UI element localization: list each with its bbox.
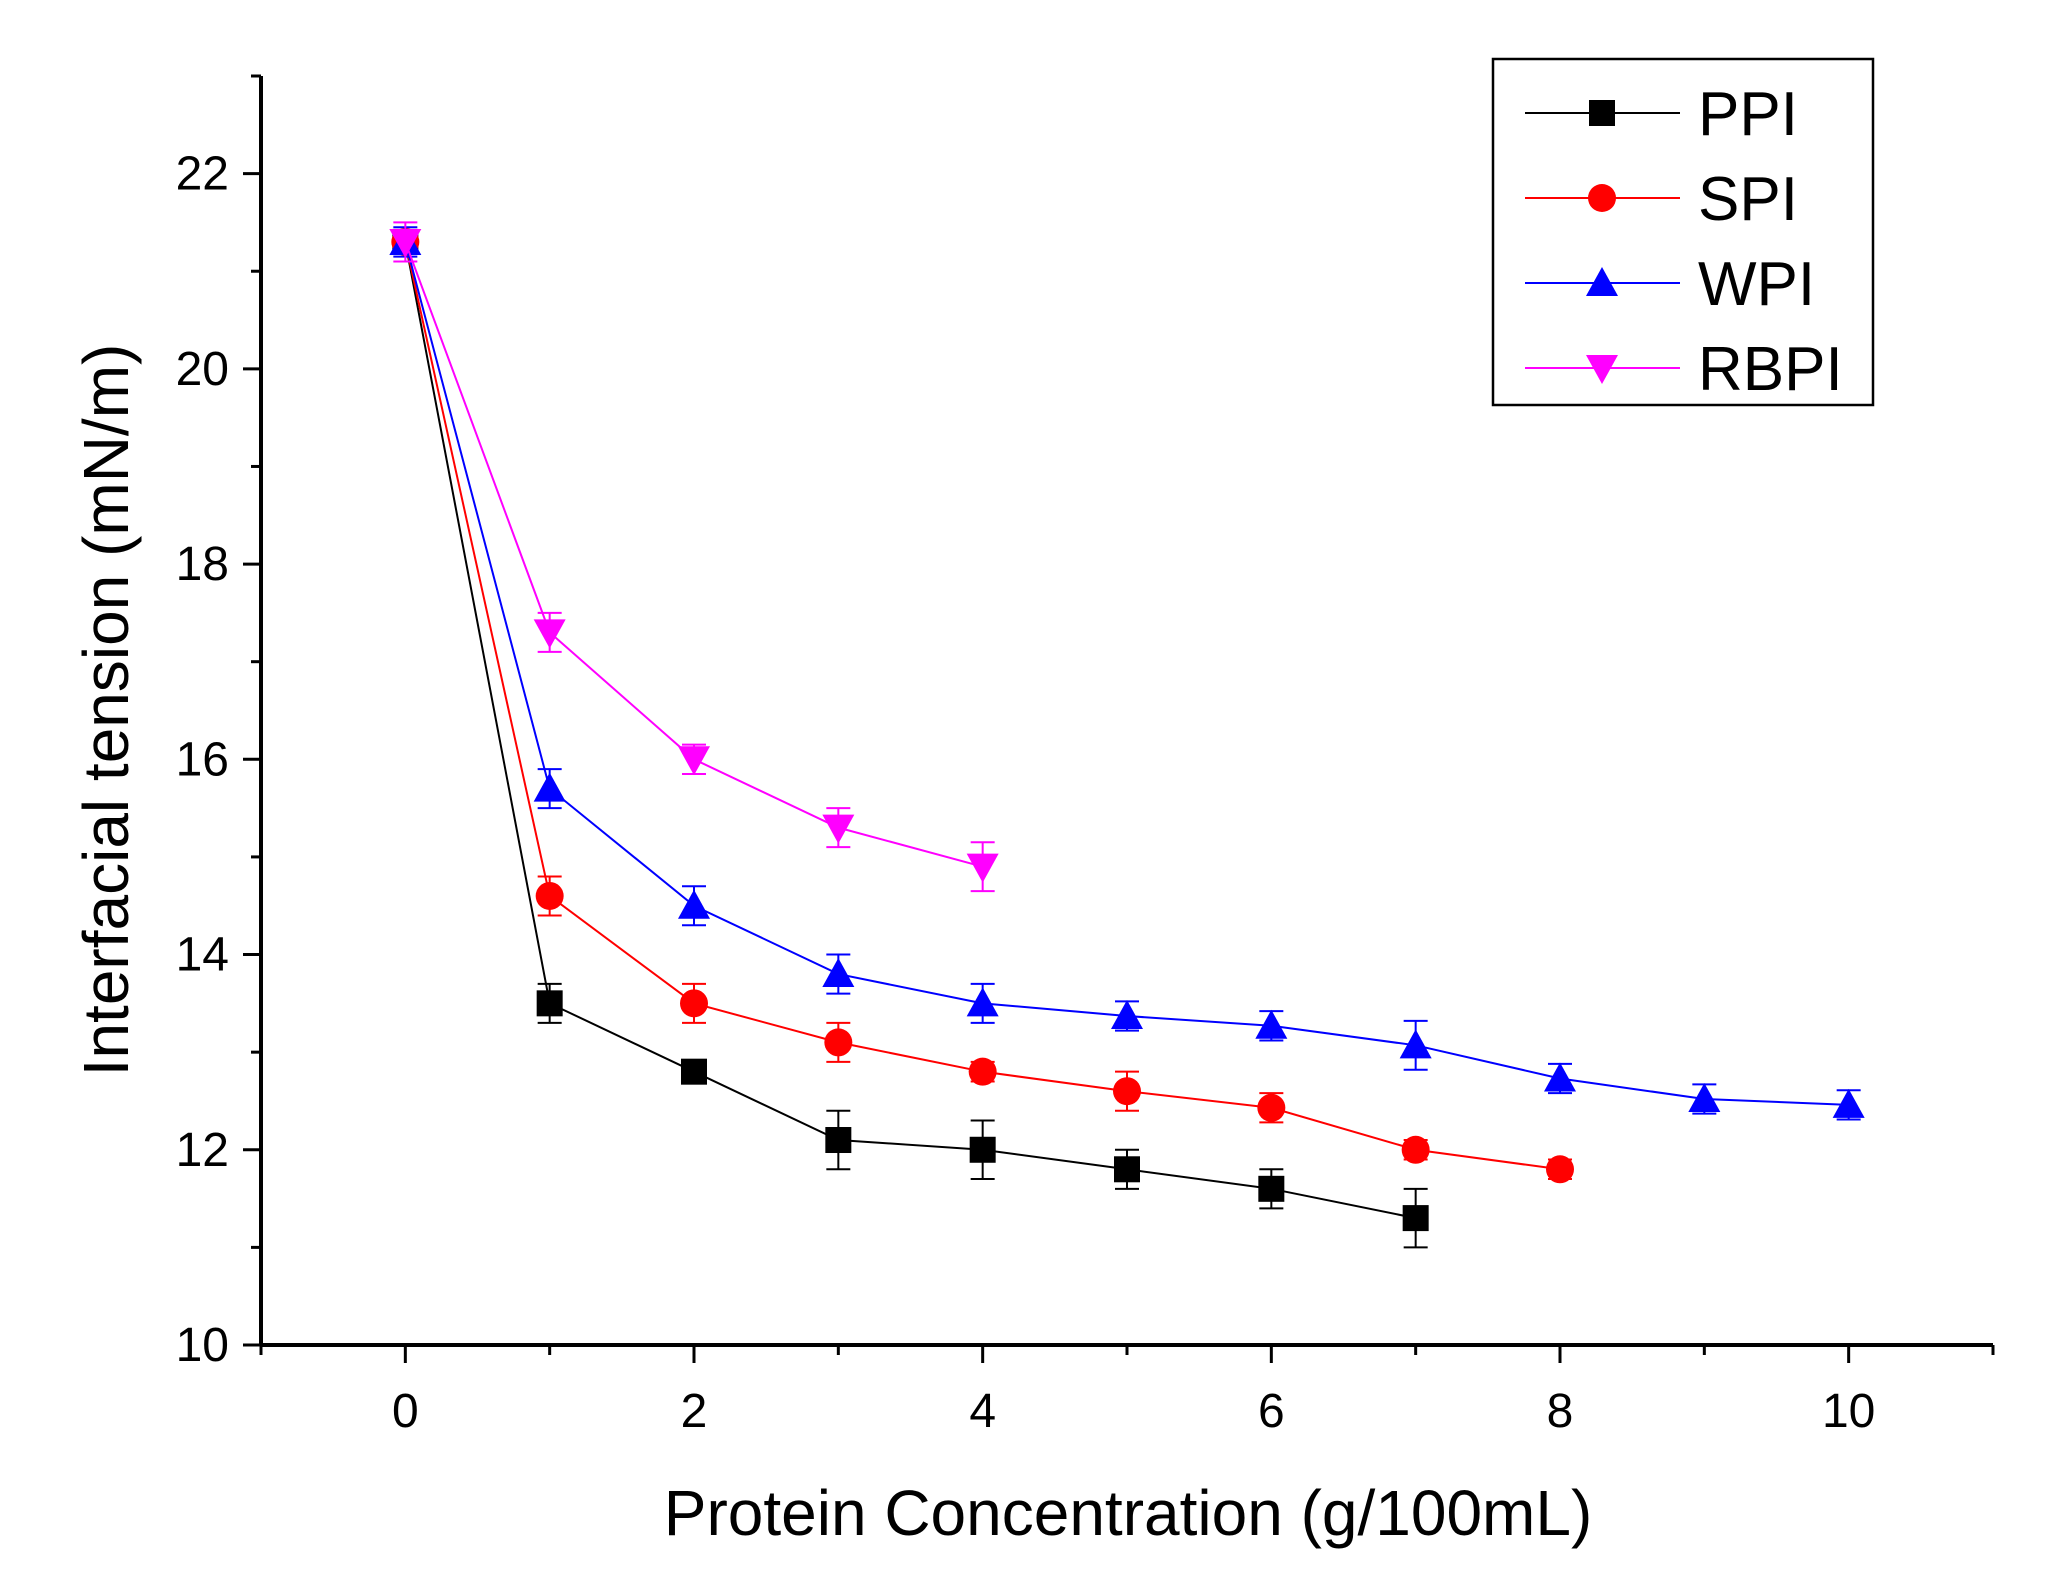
marker-triangle-up — [1399, 1029, 1432, 1059]
marker-triangle-down — [822, 814, 855, 844]
series-line — [404, 241, 1561, 1171]
marker-square — [1114, 1156, 1140, 1183]
marker-triangle-up — [1544, 1062, 1576, 1092]
marker-square — [1258, 1175, 1285, 1202]
legend-box — [1491, 57, 1875, 407]
x-tick-label: 4 — [969, 1385, 996, 1438]
series-rbpi — [389, 221, 999, 893]
marker-triangle-down — [1586, 355, 1618, 384]
marker-triangle-up — [1255, 1009, 1288, 1039]
marker-circle — [968, 1057, 997, 1086]
legend-label: RBPI — [1698, 335, 1843, 404]
legend-label: PPI — [1698, 80, 1798, 149]
marker-triangle-down — [533, 619, 566, 649]
legend-label: SPI — [1698, 165, 1798, 234]
series-layer — [389, 221, 1865, 1249]
series-wpi — [389, 225, 1865, 1121]
marker-square — [681, 1058, 707, 1085]
marker-triangle-up — [1688, 1083, 1721, 1113]
marker-circle — [1588, 184, 1616, 212]
y-tick-label: 20 — [176, 343, 229, 396]
x-tick-label: 10 — [1822, 1385, 1875, 1438]
x-tick-label: 2 — [681, 1385, 708, 1438]
legend-label: WPI — [1698, 250, 1815, 319]
x-axis-label: Protein Concentration (g/100mL) — [664, 1477, 1593, 1549]
marker-square — [536, 990, 563, 1017]
y-axis-label: Interfacial tension (mN/m) — [70, 344, 142, 1077]
x-tick-label: 0 — [392, 1385, 419, 1438]
marker-circle — [1401, 1135, 1430, 1164]
series-spi — [391, 227, 1574, 1184]
y-tick-label: 14 — [176, 929, 229, 982]
marker-circle — [1546, 1155, 1574, 1184]
marker-triangle-up — [533, 772, 566, 802]
y-tick-label: 16 — [176, 733, 229, 786]
x-tick-label: 6 — [1258, 1385, 1285, 1438]
marker-triangle-up — [1111, 1000, 1143, 1030]
marker-square — [969, 1136, 996, 1163]
legend: PPI SPI WPI RBPI — [1491, 57, 1875, 407]
marker-triangle-up — [1832, 1088, 1865, 1118]
y-tick-label: 12 — [176, 1124, 229, 1177]
marker-circle — [1257, 1093, 1286, 1122]
y-tick-label: 22 — [176, 148, 229, 201]
legend-item-spi: SPI — [1525, 165, 1798, 234]
marker-circle — [824, 1028, 853, 1057]
marker-triangle-up — [1586, 267, 1618, 296]
y-tick-label: 10 — [176, 1319, 229, 1372]
marker-triangle-up — [822, 958, 855, 988]
marker-triangle-up — [678, 889, 710, 919]
marker-square — [1589, 100, 1615, 126]
x-tick-label: 8 — [1547, 1385, 1574, 1438]
marker-triangle-down — [389, 228, 422, 258]
marker-triangle-down — [966, 853, 999, 883]
marker-triangle-up — [966, 987, 999, 1017]
series-line — [404, 241, 1416, 1220]
marker-square — [1402, 1205, 1429, 1232]
axes: 0 2 4 6 8 10 10 12 14 16 18 20 22 — [176, 74, 1995, 1438]
legend-item-ppi: PPI — [1525, 80, 1798, 149]
marker-triangle-down — [678, 746, 710, 776]
legend-item-wpi: WPI — [1525, 250, 1815, 319]
y-tick-label: 18 — [176, 538, 229, 591]
marker-circle — [680, 989, 708, 1018]
legend-item-rbpi: RBPI — [1525, 335, 1843, 404]
marker-circle — [1113, 1077, 1141, 1106]
marker-circle — [535, 881, 564, 910]
marker-square — [825, 1127, 852, 1154]
